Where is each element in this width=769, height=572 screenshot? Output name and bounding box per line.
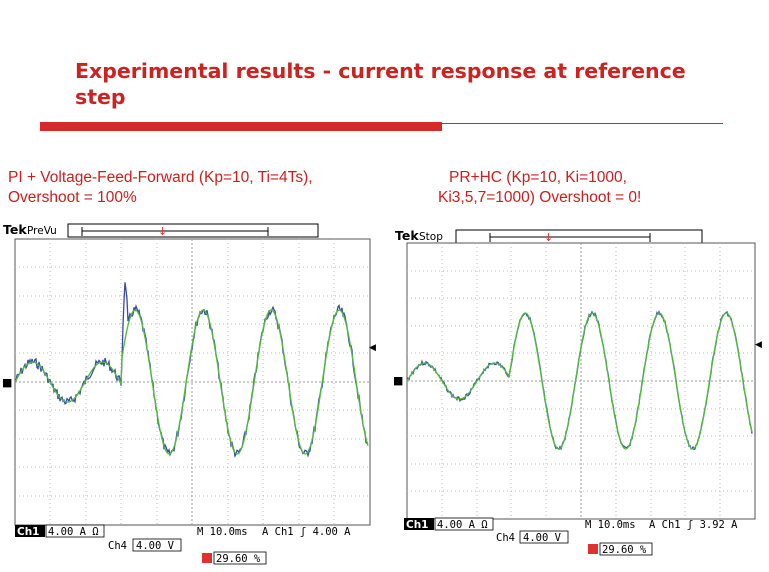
scope-acq-state: PreVu: [27, 225, 57, 237]
reference-current-trace: [14, 309, 369, 455]
trigger-position-percent: 29.60 %: [216, 553, 261, 565]
trigger-position-marker: ↓: [544, 231, 553, 244]
scope-left-screen: Tek PreVu ↓ T ■ ◀: [2, 222, 376, 565]
ch4-label: Ch4: [108, 540, 127, 552]
caption-left-line2: Overshoot = 100%: [8, 189, 137, 206]
caption-left: PI + Voltage-Feed-Forward (Kp=10, Ti=4Ts…: [8, 168, 388, 208]
graticule: [14, 238, 371, 526]
trigger-readout: A Ch1 ʃ 4.00 A: [262, 526, 351, 538]
ch1-scale: 4.00 A Ω: [437, 519, 488, 531]
title-divider-bar: [40, 122, 442, 131]
ch4-scale: 4.00 V: [136, 540, 175, 552]
trigger-position-percent: 29.60 %: [602, 544, 647, 556]
caption-right-line2: Ki3,5,7=1000) Overshoot = 0!: [438, 189, 642, 206]
scope-right-screen: Tek Stop ↓ T ■ ◀ Ch1: [393, 228, 762, 556]
caption-left-line1: PI + Voltage-Feed-Forward (Kp=10, Ti=4Ts…: [8, 169, 313, 186]
trigger-pos-icon: [202, 553, 212, 563]
ch1-ground-marker: ■: [2, 376, 12, 389]
scope-left: Tek PreVu ↓ T ■ ◀: [0, 222, 376, 567]
ch1-ground-marker: ■: [393, 374, 403, 387]
ch4-scale: 4.00 V: [523, 532, 562, 544]
trigger-level-marker: ◀: [755, 340, 762, 350]
timebase: M 10.0ms: [197, 526, 248, 538]
scope-brand: Tek: [3, 222, 27, 237]
ch1-badge-box: [15, 525, 45, 537]
scope-brand: Tek: [395, 228, 419, 243]
ch1-badge: Ch1: [17, 526, 40, 538]
ch1-badge: Ch1: [406, 519, 429, 531]
trigger-pos-icon: [588, 544, 598, 554]
ch1-scale: 4.00 A Ω: [48, 526, 99, 538]
trigger-position-marker: ↓: [158, 225, 167, 238]
scope-acq-state: Stop: [419, 231, 443, 243]
record-view-bar: [67, 223, 319, 238]
reference-current-trace: [406, 312, 753, 450]
ch4-label: Ch4: [496, 532, 515, 544]
trigger-readout: A Ch1 ʃ 3.92 A: [649, 519, 738, 531]
trigger-level-marker: ◀: [369, 343, 376, 353]
slide-title: Experimental results - current response …: [75, 59, 686, 109]
graticule: [406, 242, 756, 520]
scope-right: Tek Stop ↓ T ■ ◀ Ch1: [392, 226, 768, 561]
caption-right-line1: PR+HC (Kp=10, Ki=1000,: [449, 169, 627, 186]
ch1-badge-box: [404, 518, 434, 530]
timebase: M 10.0ms: [585, 519, 636, 531]
caption-right: PR+HC (Kp=10, Ki=1000, Ki3,5,7=1000) Ove…: [438, 168, 768, 208]
